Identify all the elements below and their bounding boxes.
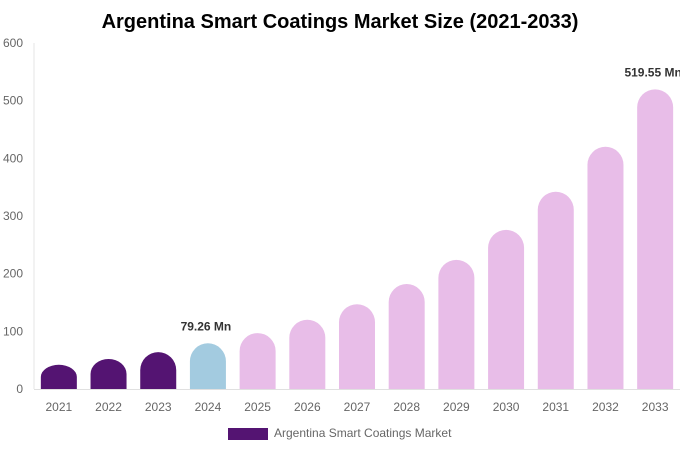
y-tick-label: 400: [3, 151, 23, 165]
x-tick-label: 2032: [592, 400, 619, 414]
x-tick-label: 2031: [542, 400, 569, 414]
x-tick-label: 2025: [244, 400, 271, 414]
bar-2022: [90, 359, 127, 389]
bar-2027: [339, 304, 375, 389]
bar-2026: [289, 319, 326, 389]
bar-2021: [40, 364, 77, 389]
chart-title: Argentina Smart Coatings Market Size (20…: [102, 11, 579, 33]
legend-swatch: [228, 428, 268, 440]
x-tick-label: 2021: [45, 400, 72, 414]
x-tick-label: 2027: [344, 400, 371, 414]
bar-2029: [438, 259, 475, 389]
x-tick-label: 2026: [294, 400, 321, 414]
bar-2032: [587, 146, 624, 389]
x-tick-label: 2029: [443, 400, 470, 414]
x-tick-label: 2023: [145, 400, 172, 414]
bar-2030: [488, 229, 525, 389]
bar-2028: [388, 284, 425, 389]
y-tick-label: 200: [3, 267, 23, 281]
x-tick-label: 2024: [195, 400, 222, 414]
y-tick-label: 300: [3, 209, 23, 223]
x-tick-label: 2030: [493, 400, 520, 414]
bar-2031: [537, 191, 574, 389]
y-tick-label: 100: [3, 324, 23, 338]
data-label: 519.55 Mn: [624, 65, 680, 79]
x-tick-label: 2033: [642, 400, 669, 414]
y-tick-label: 500: [3, 94, 23, 108]
x-tick-label: 2028: [393, 400, 420, 414]
legend: Argentina Smart Coatings Market: [228, 426, 452, 440]
bar-2025: [239, 333, 276, 389]
bar-2024: [189, 343, 226, 389]
data-label: 79.26 Mn: [181, 319, 232, 333]
bar-2033: [637, 89, 674, 390]
legend-label: Argentina Smart Coatings Market: [274, 426, 452, 440]
y-tick-label: 600: [3, 36, 23, 50]
bar-2023: [140, 352, 177, 389]
x-tick-label: 2022: [95, 400, 122, 414]
y-tick-label: 0: [16, 382, 23, 396]
